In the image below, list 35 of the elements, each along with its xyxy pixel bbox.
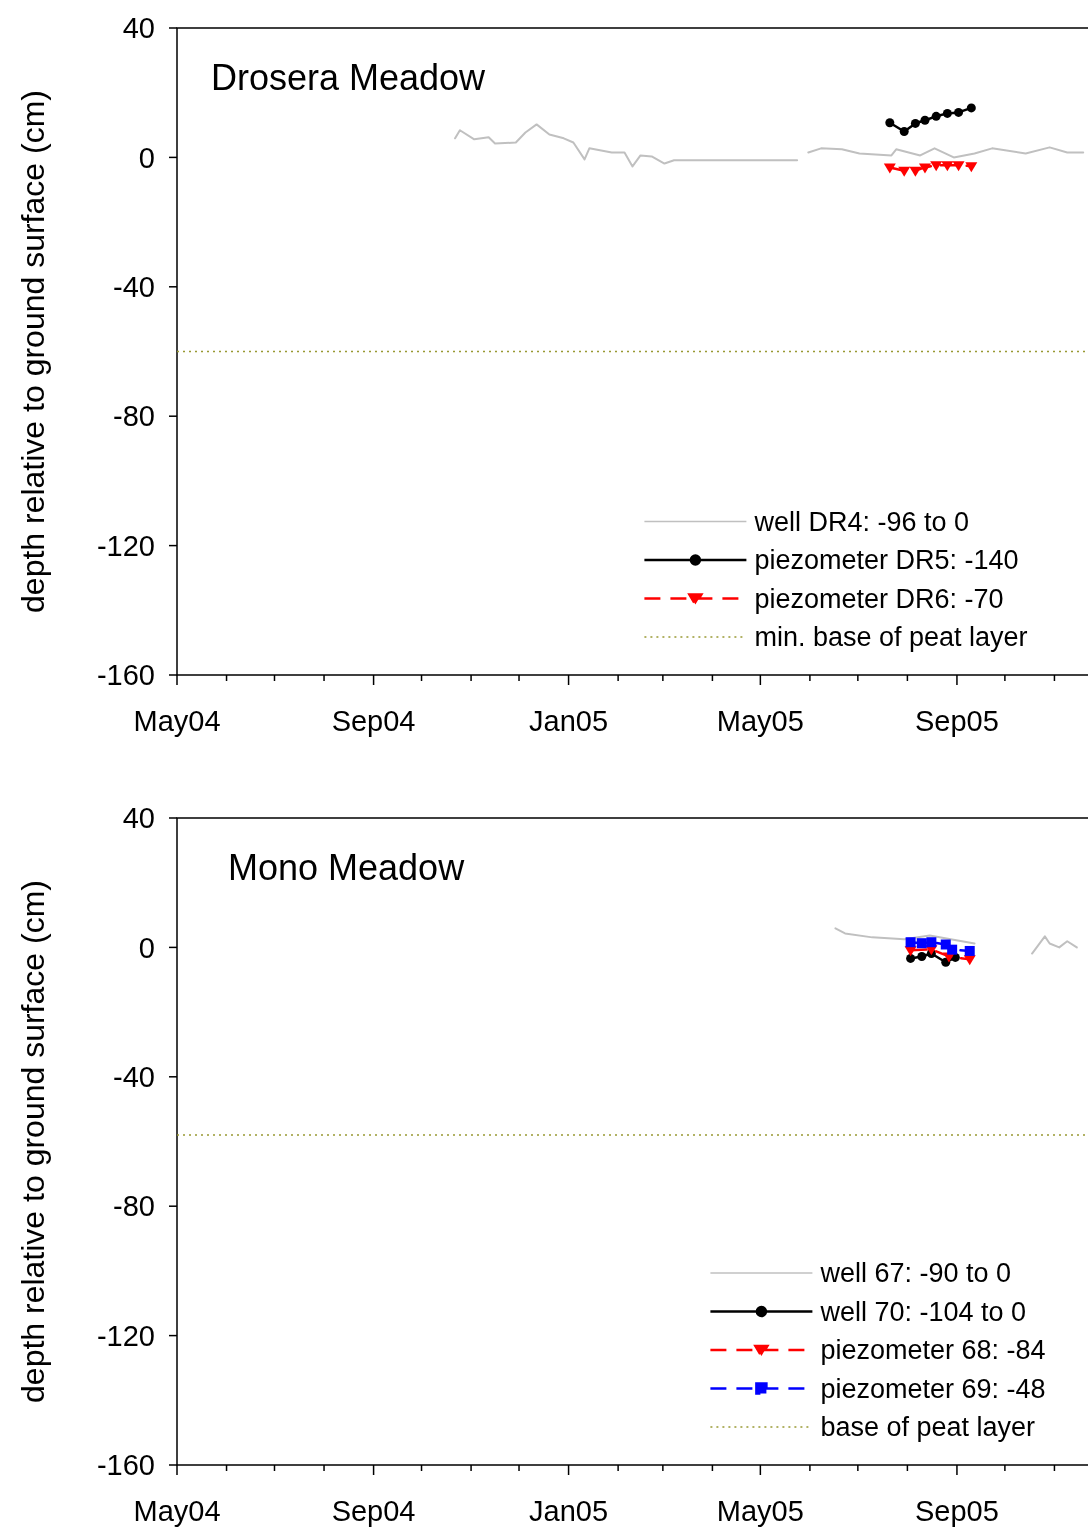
y-tick-label: -160 <box>96 1449 155 1482</box>
x-tick-label: Sep04 <box>331 705 416 737</box>
x-tick-label: Sep05 <box>915 1495 999 1527</box>
x-tick-label: Jan05 <box>529 705 609 737</box>
x-tick-label: May05 <box>716 705 804 737</box>
x-tick-label: May04 <box>133 705 221 737</box>
legend-label: well 70: -104 to 0 <box>819 1296 1027 1327</box>
legend-label: piezometer 68: -84 <box>820 1335 1046 1366</box>
y-axis-title: depth relative to ground surface (cm) <box>15 90 51 613</box>
y-tick-label: -40 <box>113 1060 155 1093</box>
y-axis-title: depth relative to ground surface (cm) <box>15 880 51 1403</box>
y-tick-label: -120 <box>96 1319 155 1352</box>
legend-label: well 67: -90 to 0 <box>819 1258 1012 1289</box>
y-tick-label: 40 <box>122 12 155 45</box>
y-tick-label: -160 <box>96 659 155 692</box>
x-tick-label: Sep05 <box>915 705 999 737</box>
y-tick-label: -80 <box>113 1190 155 1223</box>
y-tick-label: -80 <box>113 400 155 433</box>
legend-label: min. base of peat layer <box>754 622 1028 653</box>
legend-label: well DR4: -96 to 0 <box>753 506 969 537</box>
legend-label: piezometer 69: -48 <box>820 1373 1046 1404</box>
text: Mono Meadow <box>228 847 466 888</box>
y-tick-label: 0 <box>138 141 155 174</box>
y-tick-label: -120 <box>96 529 155 562</box>
x-tick-label: Jan05 <box>529 1495 609 1527</box>
x-tick-label: May04 <box>133 1495 221 1527</box>
text: Drosera Meadow <box>211 57 487 98</box>
legend-label: piezometer DR6: -70 <box>754 583 1004 614</box>
y-tick-label: 40 <box>122 802 155 835</box>
y-tick-label: 0 <box>138 931 155 964</box>
y-tick-label: -40 <box>113 270 155 303</box>
x-tick-label: Sep04 <box>331 1495 416 1527</box>
legend-label: piezometer DR5: -140 <box>754 545 1019 576</box>
x-tick-label: May05 <box>716 1495 804 1527</box>
legend-label: base of peat layer <box>820 1412 1036 1443</box>
